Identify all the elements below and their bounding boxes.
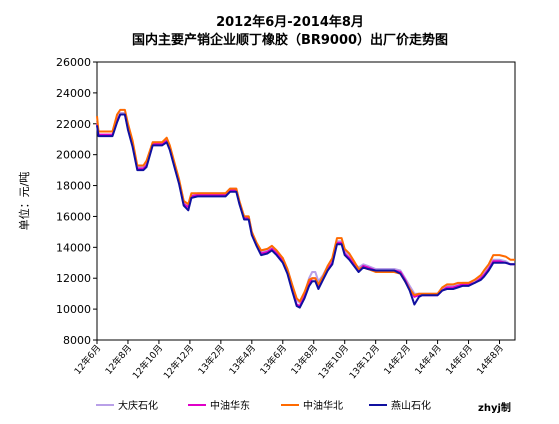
- x-tick-label: 13年2月: [195, 342, 227, 377]
- legend: 大庆石化 中油华东 中油华北 燕山石化: [96, 399, 431, 412]
- y-tick-label: 26000: [56, 56, 91, 69]
- y-tick-label: 16000: [56, 210, 91, 223]
- x-tick-label: 14年8月: [474, 342, 506, 377]
- x-tick-label: 12年8月: [102, 342, 134, 377]
- x-tick-label: 14年2月: [381, 342, 413, 377]
- chart-title-line-2: 国内主要产销企业顺丁橡胶（BR9000）出厂价走势图: [132, 32, 448, 48]
- series-line-2: [96, 108, 515, 303]
- legend-label: 大庆石化: [118, 399, 158, 412]
- x-tick-label: 14年4月: [412, 342, 444, 377]
- x-tick-label: 14年6月: [443, 342, 475, 377]
- x-tick-label: 12年12月: [161, 342, 196, 381]
- y-tick-label: 8000: [63, 334, 91, 347]
- y-axis: 8000 10000 12000 14000 16000 18000 20000 22000 2…: [56, 56, 97, 347]
- credit-label: zhyj制: [478, 401, 511, 414]
- series-line-3: [96, 113, 515, 309]
- y-tick-label: 18000: [56, 180, 91, 193]
- legend-label: 燕山石化: [391, 399, 431, 412]
- y-tick-label: 12000: [56, 272, 91, 285]
- x-tick-label: 13年6月: [257, 342, 289, 377]
- y-tick-label: 20000: [56, 149, 91, 162]
- plot-area-frame: [96, 61, 516, 341]
- x-tick-label: 12年10月: [130, 342, 165, 381]
- legend-label: 中油华北: [303, 399, 343, 412]
- series-lines: [96, 108, 515, 309]
- y-tick-label: 24000: [56, 87, 91, 100]
- legend-label: 中油华东: [210, 399, 250, 412]
- x-tick-label: 12年6月: [71, 342, 103, 377]
- y-tick-label: 14000: [56, 241, 91, 254]
- x-tick-label: 13年10月: [316, 342, 351, 381]
- y-tick-label: 10000: [56, 303, 91, 316]
- chart-title-line-1: 2012年6月-2014年8月: [216, 14, 364, 30]
- y-tick-label: 22000: [56, 118, 91, 131]
- x-tick-label: 13年8月: [288, 342, 320, 377]
- x-tick-label: 13年4月: [226, 342, 258, 377]
- y-axis-title: 单位：元/吨: [17, 172, 31, 231]
- x-tick-label: 13年12月: [346, 342, 381, 381]
